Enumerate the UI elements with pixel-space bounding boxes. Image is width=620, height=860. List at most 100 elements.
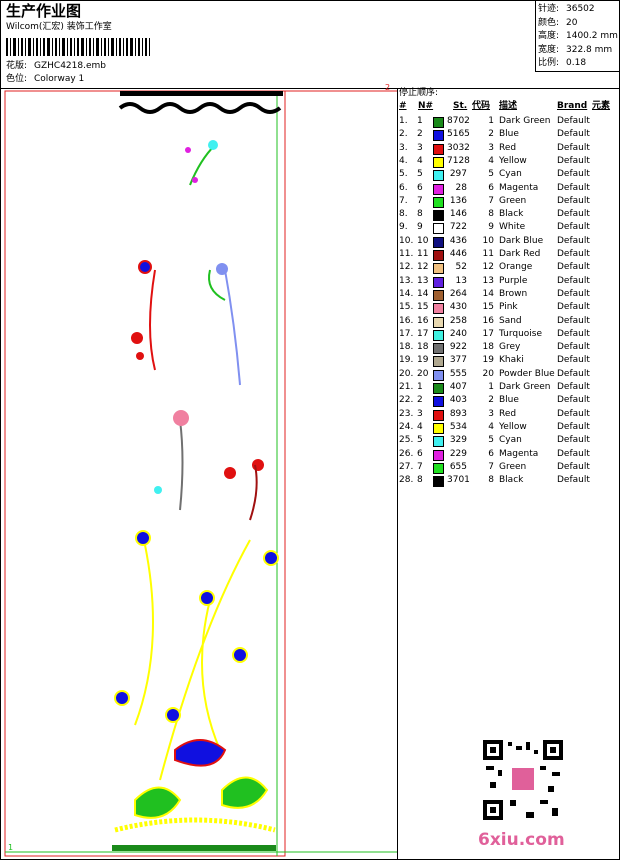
description: Black [499,209,524,220]
stitches: 446 [449,249,467,259]
color-swatch [433,303,444,315]
brand: Default [557,328,590,339]
stat-value: 322.8 mm [566,44,613,55]
row-number: 20. [399,368,414,379]
needle: 8 [417,475,423,486]
description: Yellow [499,155,527,166]
row-number: 26. [399,448,414,459]
stitches: 229 [449,448,467,459]
description: Blue [499,395,519,406]
stitches: 3701 [447,475,470,486]
color-swatch [433,170,444,182]
stat-label: 针迹: [538,4,560,14]
stitches: 5165 [447,129,470,140]
watermark: 6xiu.com [478,830,565,850]
color-swatch [433,369,444,381]
column-header: St. [453,101,468,111]
stat-label: 宽度: [538,44,560,55]
needle: 14 [417,288,429,299]
needle: 4 [417,421,423,432]
code: 8 [488,475,494,486]
description: Powder Blue [499,368,555,379]
row-number: 19. [399,355,414,366]
needle: 3 [417,408,423,419]
code: 1 [488,116,494,126]
brand: Default [557,142,590,153]
stat-value: 1400.2 mm [566,31,618,41]
row-number: 28. [399,475,414,486]
needle: 13 [417,275,429,286]
brand: Default [557,382,590,392]
color-swatch [433,289,444,301]
description: Sand [499,315,522,326]
qr-code [481,738,565,822]
description: Green [499,461,527,472]
stat-value: 0.18 [566,58,587,68]
field-label: 花版: [6,61,28,71]
brand: Default [557,288,590,299]
brand: Default [557,408,590,419]
needle: 5 [417,435,423,446]
row-number: 16. [399,315,414,326]
row-number: 7. [399,195,408,206]
code: 2 [488,129,494,140]
code: 5 [488,169,494,180]
marker: 2 [385,83,391,92]
field-value: GZHC4218.emb [34,61,106,71]
needle: 6 [417,448,423,459]
code: 5 [488,435,494,446]
stitches: 297 [449,169,467,180]
needle: 2 [417,395,423,406]
brand: Default [557,222,590,233]
description: Cyan [499,169,522,180]
code: 16 [482,315,494,326]
needle: 1 [417,382,423,392]
needle: 18 [417,342,429,353]
description: Purple [499,275,528,286]
stitches: 430 [449,302,467,313]
color-swatch [433,436,444,448]
row-number: 10. [399,235,414,246]
column-header: 描述 [499,101,518,111]
stitches: 3032 [447,142,470,153]
description: Dark Green [499,116,551,126]
color-swatch [433,476,444,488]
stat-value: 20 [566,17,578,28]
color-swatch [433,143,444,155]
color-swatch [433,409,444,421]
column-header: N# [418,101,434,111]
stitches: 13 [455,275,467,286]
color-swatch [433,343,444,355]
brand: Default [557,395,590,406]
stitches: 264 [449,288,467,299]
design-frame [4,90,397,857]
code: 18 [482,342,494,353]
column-header: 元素 [592,101,611,111]
row-number: 27. [399,461,414,472]
color-swatch [433,210,444,222]
brand: Default [557,155,590,166]
stat-label: 高度: [538,31,560,41]
color-swatch [433,316,444,328]
brand: Default [557,195,590,206]
brand: Default [557,315,590,326]
needle: 9 [417,222,423,233]
row-number: 18. [399,342,414,353]
row-number: 5. [399,169,408,180]
color-swatch [433,117,444,128]
description: Orange [499,262,533,273]
needle: 3 [417,142,423,153]
brand: Default [557,209,590,220]
code: 12 [482,262,494,273]
color-swatch [433,156,444,168]
description: Red [499,408,517,419]
code: 6 [488,448,494,459]
stitches: 655 [449,461,467,472]
color-swatch [433,183,444,195]
needle: 16 [417,315,429,326]
stitches: 146 [449,209,467,220]
brand: Default [557,262,590,273]
code: 2 [488,395,494,406]
brand: Default [557,275,590,286]
